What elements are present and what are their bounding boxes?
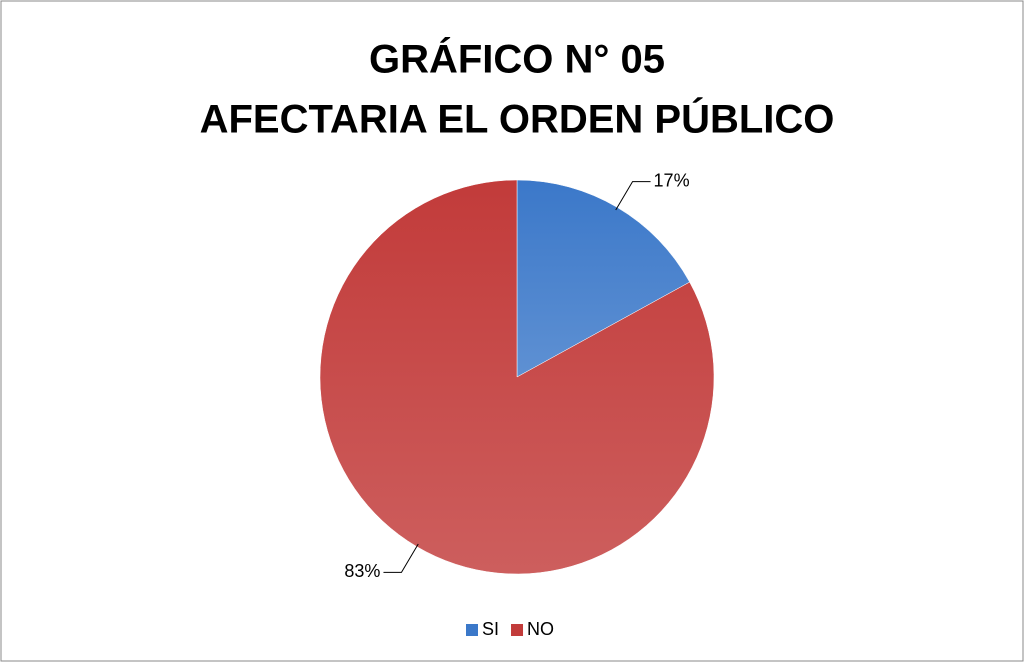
chart-title: AFECTARIA EL ORDEN PÚBLICO	[200, 96, 835, 142]
legend-label: NO	[527, 619, 554, 639]
data-label: 17%	[654, 170, 690, 190]
leader-line	[615, 181, 651, 211]
chart-title: GRÁFICO N° 05	[369, 37, 665, 82]
legend-swatch	[466, 624, 478, 636]
legend-label: SI	[482, 619, 499, 639]
data-label: 83%	[344, 561, 380, 581]
leader-line	[383, 543, 419, 573]
legend-swatch	[511, 624, 524, 636]
